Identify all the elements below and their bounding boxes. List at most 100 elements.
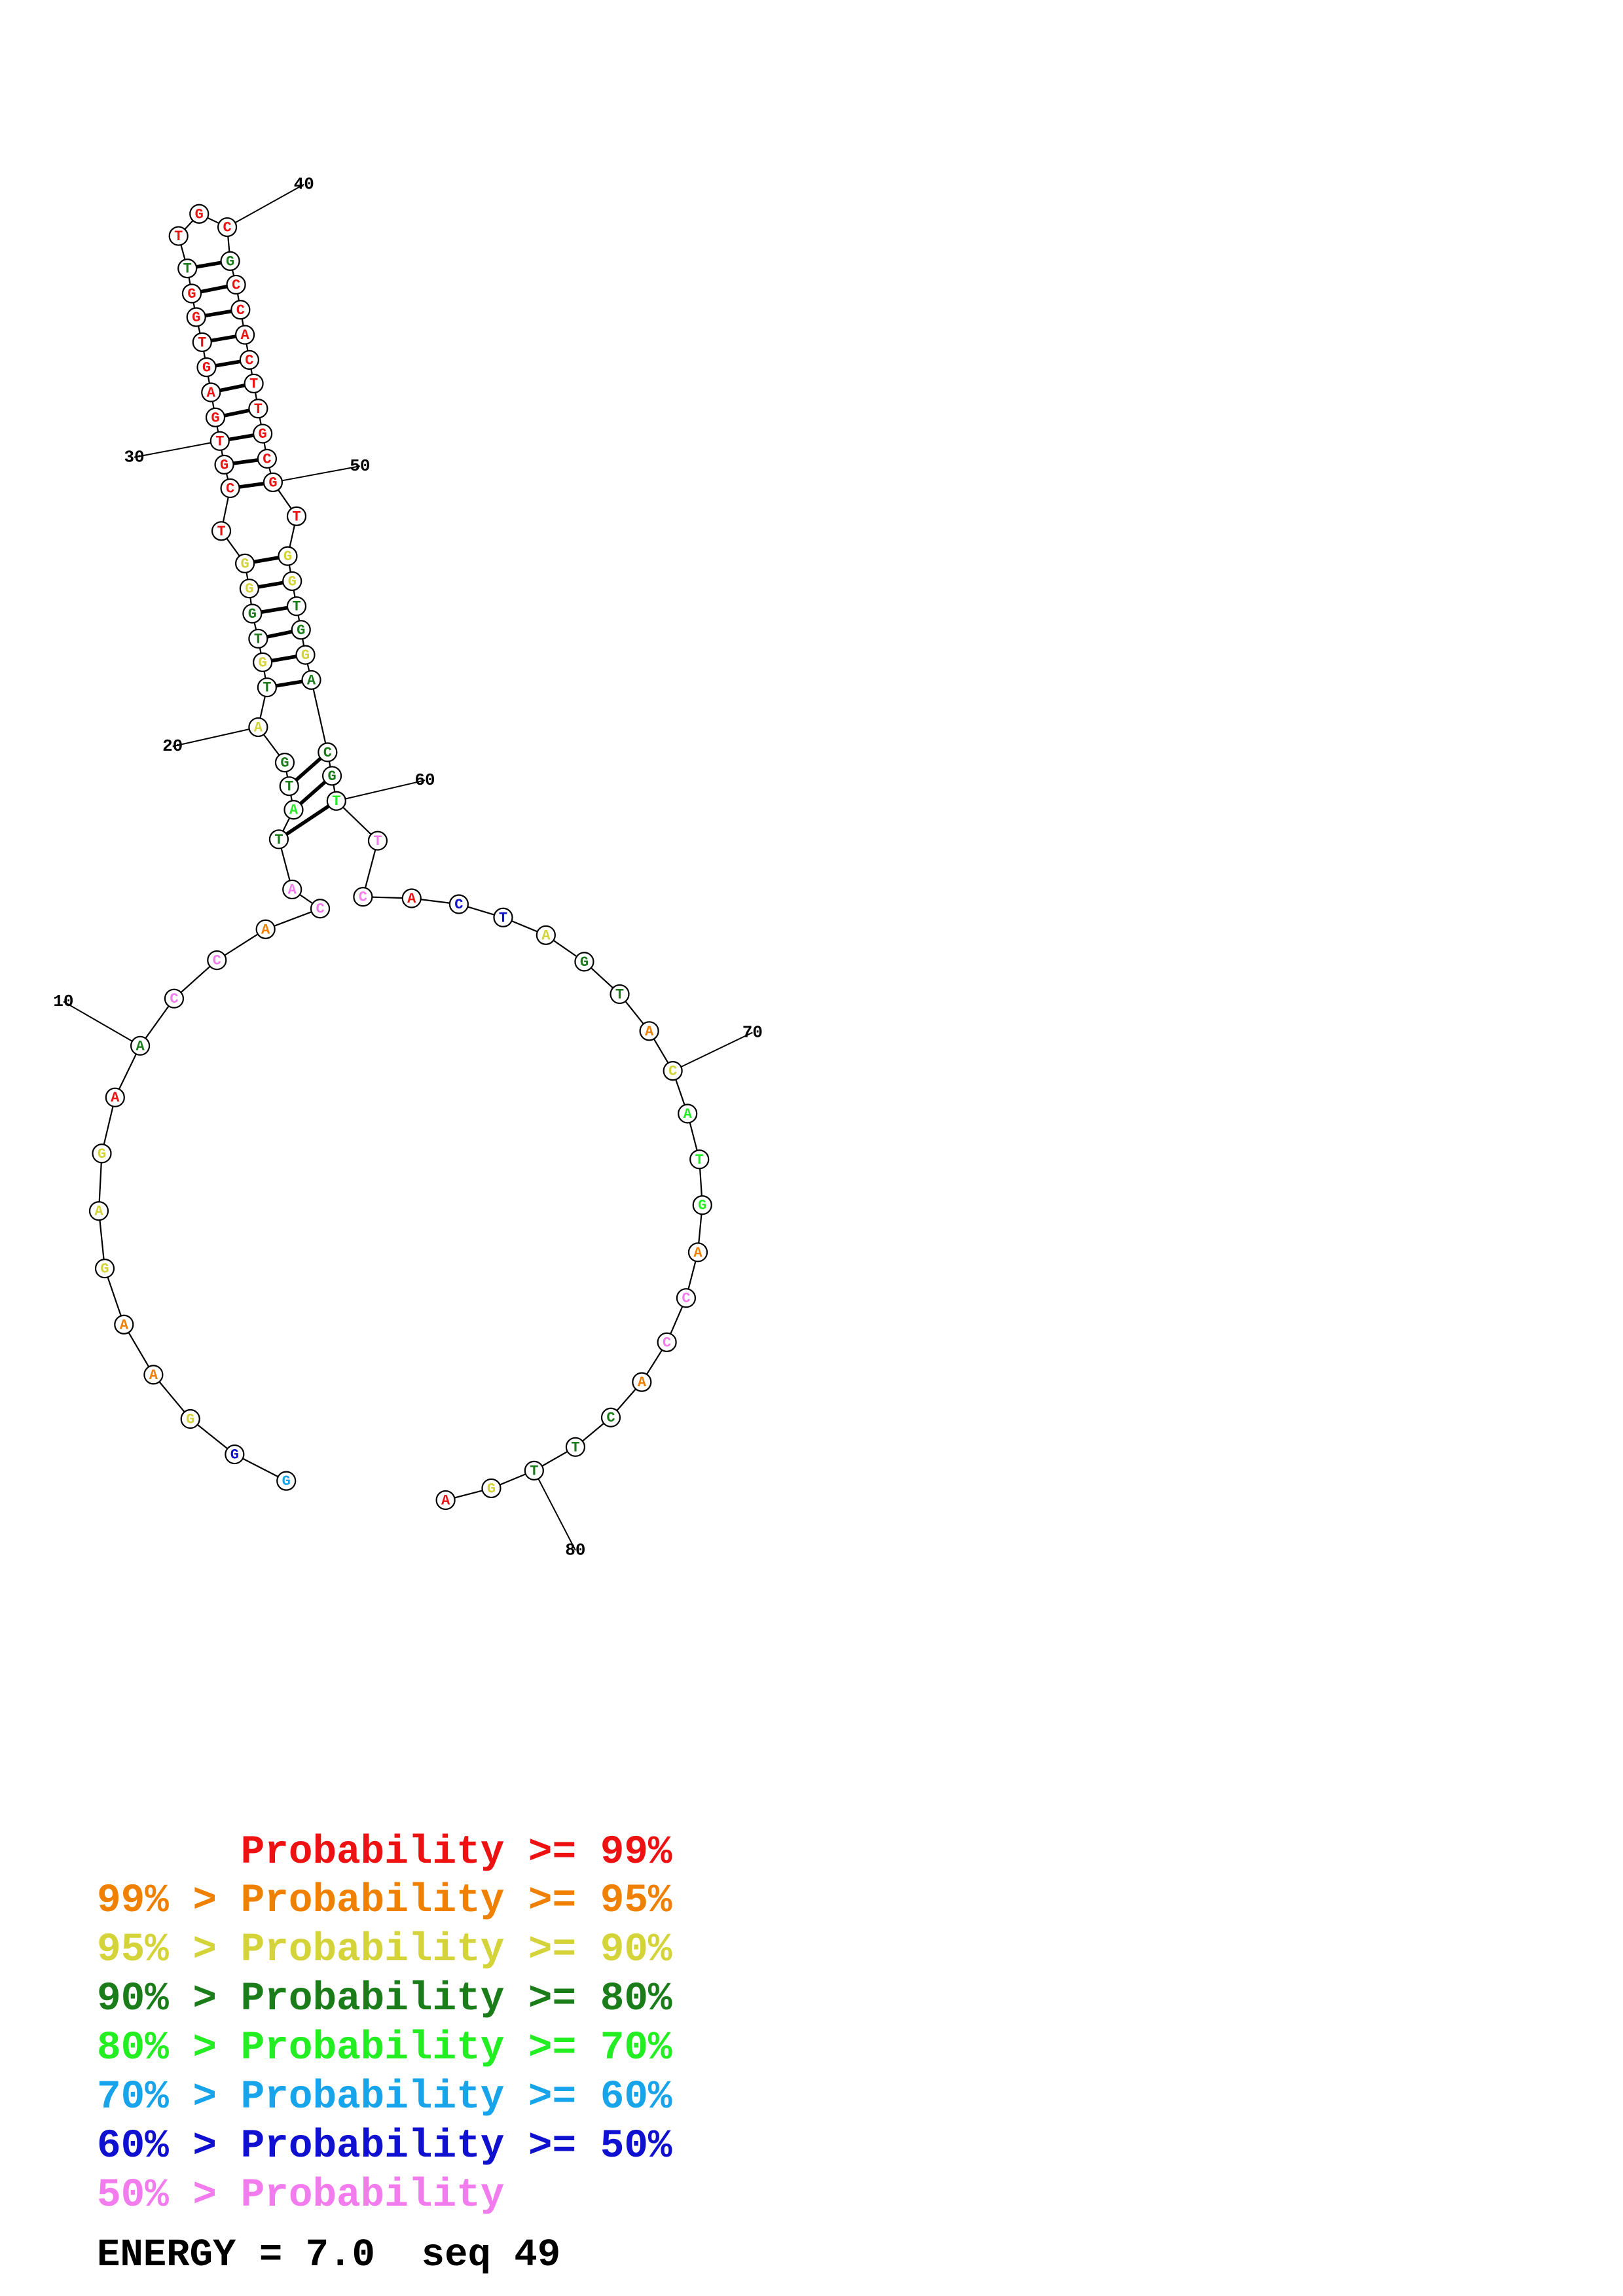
nucleotide-base-label: C	[245, 352, 253, 368]
nucleotide-base-label: C	[213, 953, 221, 969]
index-label: 30	[124, 448, 144, 467]
nucleotide-base-label: G	[202, 360, 211, 376]
nucleotide-circle	[326, 791, 346, 811]
nucleotide-base-label: A	[307, 672, 316, 689]
nucleotide-base-label: G	[487, 1480, 496, 1497]
backbone-segment	[310, 679, 329, 753]
nucleotide-base-label: C	[323, 745, 332, 761]
nucleotide-base-label: C	[359, 889, 367, 906]
nucleotide-base-label: C	[682, 1291, 690, 1307]
nucleotide-circle	[244, 373, 264, 394]
nucleotide-circle	[196, 357, 217, 378]
nucleotide-circle	[177, 259, 198, 279]
nucleotide-base-label: G	[195, 206, 204, 223]
nucleotide-base-label: A	[638, 1374, 647, 1391]
index-tick-line	[63, 1001, 141, 1047]
nucleotide-circle	[610, 984, 630, 1005]
nucleotide-circle	[600, 1407, 621, 1427]
nucleotide-base-label: G	[301, 647, 310, 664]
nucleotide-circle	[225, 1444, 245, 1465]
nucleotide-circle	[257, 448, 278, 469]
nucleotides: GGGAAGAGAACCACATATGATGTGGGTCGTGAGTGGTTGC…	[88, 204, 712, 1511]
nucleotide-circle	[248, 717, 268, 738]
nucleotide-circle	[678, 1103, 698, 1124]
nucleotide-base-label: T	[530, 1463, 538, 1479]
nucleotide-base-label: T	[695, 1152, 704, 1168]
nucleotide-circle	[211, 521, 232, 541]
nucleotide-base-label: T	[249, 376, 258, 392]
nucleotide-base-label: T	[254, 631, 263, 647]
nucleotide-base-label: G	[248, 606, 257, 622]
nucleotide-circle	[401, 888, 422, 908]
nucleotide-base-label: T	[499, 910, 507, 926]
nucleotide-circle	[130, 1035, 151, 1056]
nucleotide-base-label: C	[223, 220, 231, 236]
nucleotide-circle	[180, 1408, 200, 1429]
nucleotide-base-label: G	[100, 1261, 109, 1278]
nucleotide-circle	[318, 742, 338, 762]
nucleotide-base-label: A	[645, 1024, 654, 1040]
nucleotide-circle	[692, 1195, 712, 1215]
nucleotide-base-label: G	[698, 1198, 706, 1214]
index-tick-marks: 10 20 30 40 50 60 70 80	[53, 175, 763, 1560]
nucleotide-base-label: T	[215, 433, 224, 450]
nucleotide-base-label: G	[259, 426, 267, 442]
nucleotide-circle	[657, 1332, 677, 1352]
nucleotide-circle	[242, 603, 263, 624]
nucleotide-circle	[353, 887, 373, 907]
nucleotide-circle	[192, 332, 212, 352]
nucleotide-base-label: G	[211, 410, 219, 426]
nucleotide-base-label: T	[198, 334, 206, 351]
index-tick-line	[227, 183, 304, 228]
nucleotide-base-label: T	[174, 228, 183, 245]
nucleotide-circle	[295, 645, 316, 665]
nucleotide-base-label: G	[259, 655, 267, 671]
nucleotide-circle	[164, 988, 185, 1009]
nucleotide-circle	[235, 325, 255, 345]
nucleotide-circle	[220, 478, 240, 499]
nucleotide-circle	[143, 1365, 164, 1385]
nucleotide-base-label: C	[316, 901, 324, 918]
nucleotide-circle	[283, 800, 304, 820]
nucleotide-base-label: G	[241, 556, 249, 572]
nucleotide-base-label: A	[407, 891, 416, 907]
nucleotide-base-label: A	[441, 1492, 450, 1509]
nucleotide-circle	[181, 283, 202, 304]
index-tick-line	[172, 726, 259, 747]
nucleotide-base-label: A	[241, 327, 250, 344]
nucleotide-base-label: A	[149, 1367, 158, 1384]
nucleotide-circle	[481, 1478, 501, 1499]
nucleotide-base-label: C	[606, 1410, 615, 1426]
nucleotide-base-label: G	[220, 457, 228, 473]
nucleotide-circle	[663, 1061, 683, 1081]
nucleotide-base-label: T	[373, 833, 382, 850]
nucleotide-base-label: A	[261, 922, 270, 938]
nucleotide-base-label: G	[245, 581, 253, 598]
index-label: 50	[350, 456, 370, 476]
legend-entry: Probability >= 99%	[97, 1830, 672, 1875]
nucleotide-base-label: G	[327, 768, 336, 785]
index-tick-line	[272, 465, 361, 483]
nucleotide-base-label: C	[170, 991, 178, 1007]
index-tick-line	[533, 1470, 576, 1551]
base-pair-bond	[278, 799, 338, 841]
backbone-lines	[98, 213, 703, 1501]
nucleotide-base-label: A	[207, 385, 216, 401]
nucleotide-base-label: C	[236, 302, 245, 319]
nucleotide-base-label: G	[282, 1473, 291, 1490]
nucleotide-base-label: T	[332, 793, 340, 810]
nucleotide-circle	[217, 217, 238, 238]
nucleotide-base-label: G	[288, 573, 297, 590]
nucleotide-circle	[255, 919, 276, 939]
nucleotide-circle	[493, 907, 513, 927]
energy-label: ENERGY = 7.0 seq 49	[97, 2233, 561, 2277]
index-tick-line	[134, 440, 220, 458]
nucleotide-circle	[676, 1288, 697, 1308]
nucleotide-circle	[689, 1149, 710, 1170]
nucleotide-circle	[168, 226, 189, 246]
nucleotide-circle	[321, 766, 342, 786]
legend-entry: 80% > Probability >= 70%	[97, 2026, 672, 2071]
nucleotide-base-label: T	[183, 261, 192, 278]
nucleotide-circle	[201, 382, 221, 403]
nucleotide-base-label: A	[289, 802, 299, 819]
